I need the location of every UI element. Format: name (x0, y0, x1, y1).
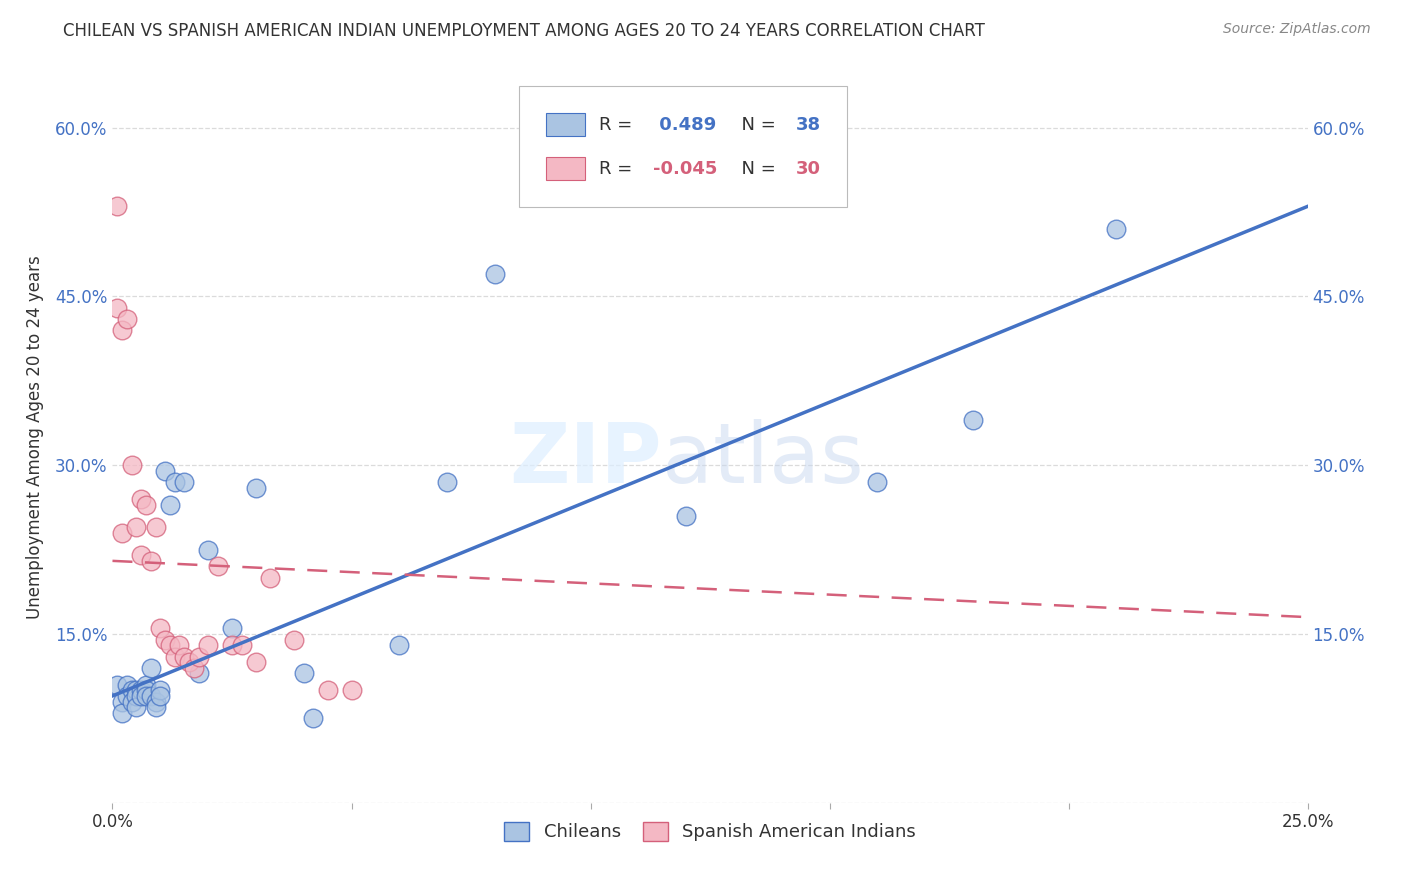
Point (163, 475, 186, 489)
Point (340, 683, 363, 698)
Point (121, 458, 143, 473)
Point (129, 689, 152, 703)
Point (316, 683, 339, 698)
Point (484, 267, 506, 281)
Point (111, 706, 134, 720)
Text: R =: R = (599, 116, 638, 134)
Point (163, 649, 186, 664)
Point (866, 475, 889, 489)
Point (105, 678, 128, 692)
Text: -0.045: -0.045 (652, 160, 717, 178)
Point (105, 301, 128, 315)
FancyBboxPatch shape (519, 86, 848, 207)
Point (259, 571, 281, 585)
Point (149, 621, 172, 635)
Point (302, 711, 325, 725)
Point (129, 491, 152, 506)
Point (292, 666, 315, 681)
Point (187, 666, 209, 681)
Point (111, 323, 134, 337)
Point (197, 638, 219, 652)
Point (1105, 222, 1128, 236)
Point (125, 689, 148, 703)
Point (187, 649, 209, 664)
Point (115, 678, 138, 692)
Point (183, 661, 205, 675)
Text: atlas: atlas (662, 418, 863, 500)
Point (129, 683, 152, 698)
Bar (547, 113, 585, 136)
Text: ZIP: ZIP (510, 418, 662, 500)
Point (197, 542, 219, 557)
Point (173, 475, 195, 489)
Text: N =: N = (730, 116, 782, 134)
Point (221, 621, 243, 635)
Point (159, 638, 181, 652)
Point (149, 683, 172, 698)
Point (115, 312, 138, 326)
Point (121, 694, 143, 708)
Point (207, 559, 229, 574)
Point (159, 498, 181, 512)
Point (139, 689, 162, 703)
Point (149, 689, 172, 703)
Point (245, 655, 267, 669)
Text: Source: ZipAtlas.com: Source: ZipAtlas.com (1223, 22, 1371, 37)
Point (129, 548, 152, 562)
Point (125, 700, 148, 714)
Point (153, 464, 176, 478)
Point (139, 661, 162, 675)
Point (111, 525, 134, 540)
Point (111, 694, 134, 708)
Point (675, 508, 697, 523)
Y-axis label: Unemployment Among Ages 20 to 24 years: Unemployment Among Ages 20 to 24 years (25, 255, 44, 619)
Point (221, 638, 243, 652)
Point (135, 683, 157, 698)
Point (135, 678, 157, 692)
Text: CHILEAN VS SPANISH AMERICAN INDIAN UNEMPLOYMENT AMONG AGES 20 TO 24 YEARS CORREL: CHILEAN VS SPANISH AMERICAN INDIAN UNEMP… (63, 22, 986, 40)
Point (169, 638, 191, 652)
Point (153, 632, 176, 647)
Point (145, 520, 167, 534)
Point (139, 554, 162, 568)
Point (283, 632, 305, 647)
Point (121, 683, 143, 698)
Point (115, 689, 138, 703)
Point (145, 700, 167, 714)
Text: 38: 38 (796, 116, 821, 134)
Bar (547, 157, 585, 180)
Point (105, 199, 128, 213)
Point (436, 475, 458, 489)
Text: R =: R = (599, 160, 638, 178)
Point (173, 649, 195, 664)
Point (145, 694, 167, 708)
Point (177, 655, 200, 669)
Point (388, 638, 411, 652)
Text: 0.489: 0.489 (652, 116, 716, 134)
Point (135, 498, 157, 512)
Point (962, 413, 984, 427)
Text: N =: N = (730, 160, 782, 178)
Point (231, 638, 253, 652)
Point (245, 481, 267, 495)
Legend: Chileans, Spanish American Indians: Chileans, Spanish American Indians (496, 814, 924, 848)
Point (125, 520, 148, 534)
Text: 30: 30 (796, 160, 821, 178)
Point (125, 683, 148, 698)
Point (135, 689, 157, 703)
